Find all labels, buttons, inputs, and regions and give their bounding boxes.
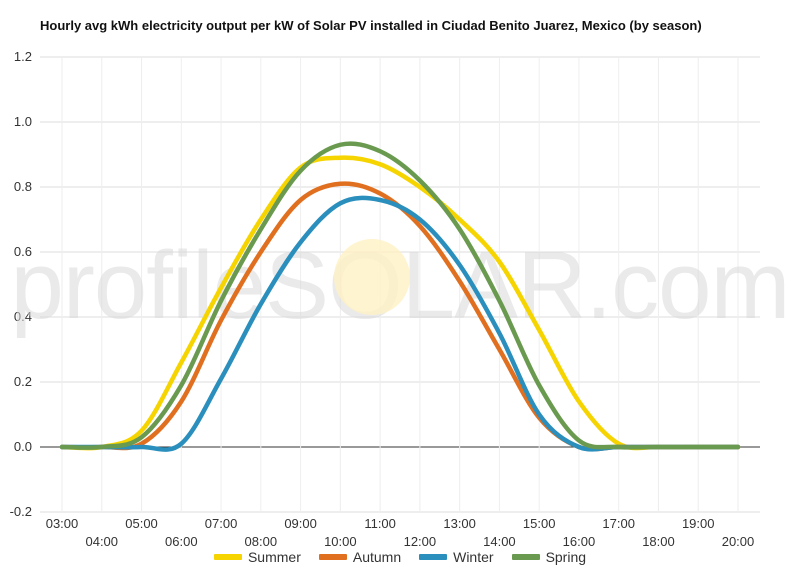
- legend-swatch: [419, 554, 448, 560]
- legend-item-autumn[interactable]: Autumn: [318, 549, 402, 565]
- x-tick-label: 18:00: [642, 534, 675, 549]
- y-tick-label: 0.2: [14, 374, 32, 389]
- y-tick-label: 1.0: [14, 114, 32, 129]
- x-tick-label: 17:00: [602, 516, 635, 531]
- legend-item-summer[interactable]: Summer: [213, 549, 301, 565]
- y-tick-label: -0.2: [10, 504, 32, 519]
- x-tick-label: 06:00: [165, 534, 198, 549]
- y-tick-label: 1.2: [14, 49, 32, 64]
- x-tick-label: 09:00: [284, 516, 317, 531]
- x-tick-label: 19:00: [682, 516, 715, 531]
- x-tick-label: 10:00: [324, 534, 357, 549]
- chart-legend: Summer Autumn Winter Spring: [0, 549, 800, 565]
- legend-swatch: [213, 554, 242, 560]
- legend-label: Winter: [453, 549, 494, 565]
- x-tick-label: 14:00: [483, 534, 516, 549]
- legend-swatch: [318, 554, 347, 560]
- series-line-spring: [59, 141, 741, 450]
- x-tick-label: 03:00: [46, 516, 79, 531]
- x-tick-label: 13:00: [443, 516, 476, 531]
- chart-title: Hourly avg kWh electricity output per kW…: [40, 18, 702, 33]
- x-tick-label: 15:00: [523, 516, 556, 531]
- x-tick-label: 04:00: [85, 534, 118, 549]
- y-tick-label: 0.8: [14, 179, 32, 194]
- legend-swatch: [511, 554, 540, 560]
- series-line-summer: [59, 155, 741, 451]
- legend-item-spring[interactable]: Spring: [511, 549, 587, 565]
- x-tick-label: 12:00: [404, 534, 437, 549]
- y-tick-label: 0.4: [14, 309, 32, 324]
- legend-label: Summer: [247, 549, 301, 565]
- x-tick-label: 05:00: [125, 516, 158, 531]
- x-tick-label: 08:00: [245, 534, 278, 549]
- legend-label: Spring: [545, 549, 587, 565]
- x-tick-label: 07:00: [205, 516, 238, 531]
- y-tick-label: 0.0: [14, 439, 32, 454]
- legend-label: Autumn: [352, 549, 402, 565]
- x-tick-label: 16:00: [563, 534, 596, 549]
- y-tick-label: 0.6: [14, 244, 32, 259]
- x-tick-label: 11:00: [364, 516, 396, 531]
- x-tick-label: 20:00: [722, 534, 755, 549]
- watermark-sun-icon: [334, 239, 410, 315]
- legend-item-winter[interactable]: Winter: [419, 549, 494, 565]
